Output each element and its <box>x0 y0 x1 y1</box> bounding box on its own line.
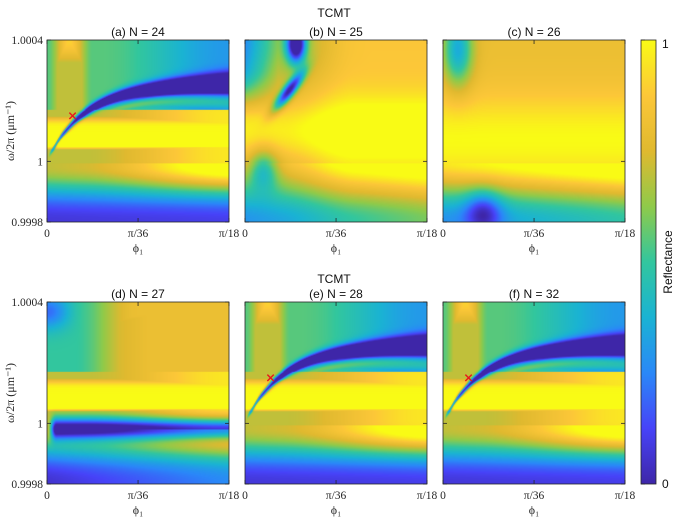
x-tick-label: π/18 <box>219 490 240 502</box>
x-tick-label: π/36 <box>128 490 149 502</box>
x-axis-label: ϕ₁ <box>529 503 540 517</box>
y-tick-label: 0.9998 <box>11 479 43 491</box>
x-tick-label: 0 <box>440 490 446 502</box>
x-axis-label: ϕ₁ <box>331 503 342 517</box>
x-tick-label: π/18 <box>615 490 636 502</box>
x-tick-label: π/36 <box>326 228 347 240</box>
colorbar-fill <box>640 39 657 485</box>
colorbar-tick-label-min: 0 <box>662 477 669 491</box>
panel-title: (b) N = 25 <box>309 25 363 39</box>
panel-title: (d) N = 27 <box>111 287 165 301</box>
crossing-marker <box>266 374 275 382</box>
x-axis-label: ϕ₁ <box>133 503 144 517</box>
colorbar-label: Reflectance <box>661 230 675 294</box>
x-tick-label: 0 <box>242 228 248 240</box>
ylabel-top: ω/2π (μm⁻¹) <box>3 101 17 161</box>
x-tick-label: π/36 <box>326 490 347 502</box>
x-tick-label: 0 <box>44 228 50 240</box>
heatmap-image <box>443 302 625 484</box>
panel-e: (e) N = 28 0 π/36 π/18 ϕ₁ <box>242 287 437 517</box>
heatmap-image <box>47 302 229 484</box>
crossing-marker <box>464 374 473 382</box>
row-title-top: TCMT <box>317 6 351 20</box>
x-tick-label: π/18 <box>417 490 438 502</box>
row-title-bottom: TCMT <box>317 272 351 286</box>
panel-f: (f) N = 32 0 π/36 π/18 ϕ₁ <box>440 287 635 517</box>
y-tick-label: 1 <box>37 156 43 168</box>
x-tick-label: π/18 <box>219 228 240 240</box>
heatmap-image <box>47 40 229 222</box>
x-axis-label: ϕ₁ <box>529 241 540 255</box>
colorbar: 1 0 Reflectance <box>640 37 675 491</box>
heatmap-image <box>245 302 427 484</box>
x-tick-label: π/36 <box>524 490 545 502</box>
x-tick-label: 0 <box>440 228 446 240</box>
y-tick-label: 1.0004 <box>11 297 43 309</box>
heatmap-image <box>443 40 625 222</box>
x-tick-label: 0 <box>44 490 50 502</box>
heatmap-image <box>245 40 427 222</box>
x-axis-label: ϕ₁ <box>331 241 342 255</box>
panel-title: (a) N = 24 <box>111 25 165 39</box>
x-tick-label: π/36 <box>524 228 545 240</box>
colorbar-tick-label-max: 1 <box>662 37 669 51</box>
panel-title: (c) N = 26 <box>507 25 560 39</box>
panel-c: (c) N = 26 0 π/36 π/18 ϕ₁ <box>440 25 635 255</box>
x-tick-label: 0 <box>242 490 248 502</box>
x-tick-label: π/18 <box>417 228 438 240</box>
x-axis-label: ϕ₁ <box>133 241 144 255</box>
panel-a: (a) N = 24 0 π/36 π/18 0.9998 1 1.0004 ϕ₁ <box>11 25 239 255</box>
panel-b: (b) N = 25 0 π/36 π/18 ϕ₁ <box>242 25 437 255</box>
x-tick-label: π/36 <box>128 228 149 240</box>
x-tick-label: π/18 <box>615 228 636 240</box>
y-tick-label: 1 <box>37 418 43 430</box>
ylabel-bottom: ω/2π (μm⁻¹) <box>3 363 17 423</box>
panel-d: (d) N = 27 0 π/36 π/18 0.9998 1 1.0004 ϕ₁ <box>11 287 239 517</box>
panel-title: (e) N = 28 <box>309 287 363 301</box>
y-tick-label: 0.9998 <box>11 217 43 229</box>
crossing-marker <box>68 112 77 120</box>
y-tick-label: 1.0004 <box>11 35 43 47</box>
panel-title: (f) N = 32 <box>509 287 560 301</box>
